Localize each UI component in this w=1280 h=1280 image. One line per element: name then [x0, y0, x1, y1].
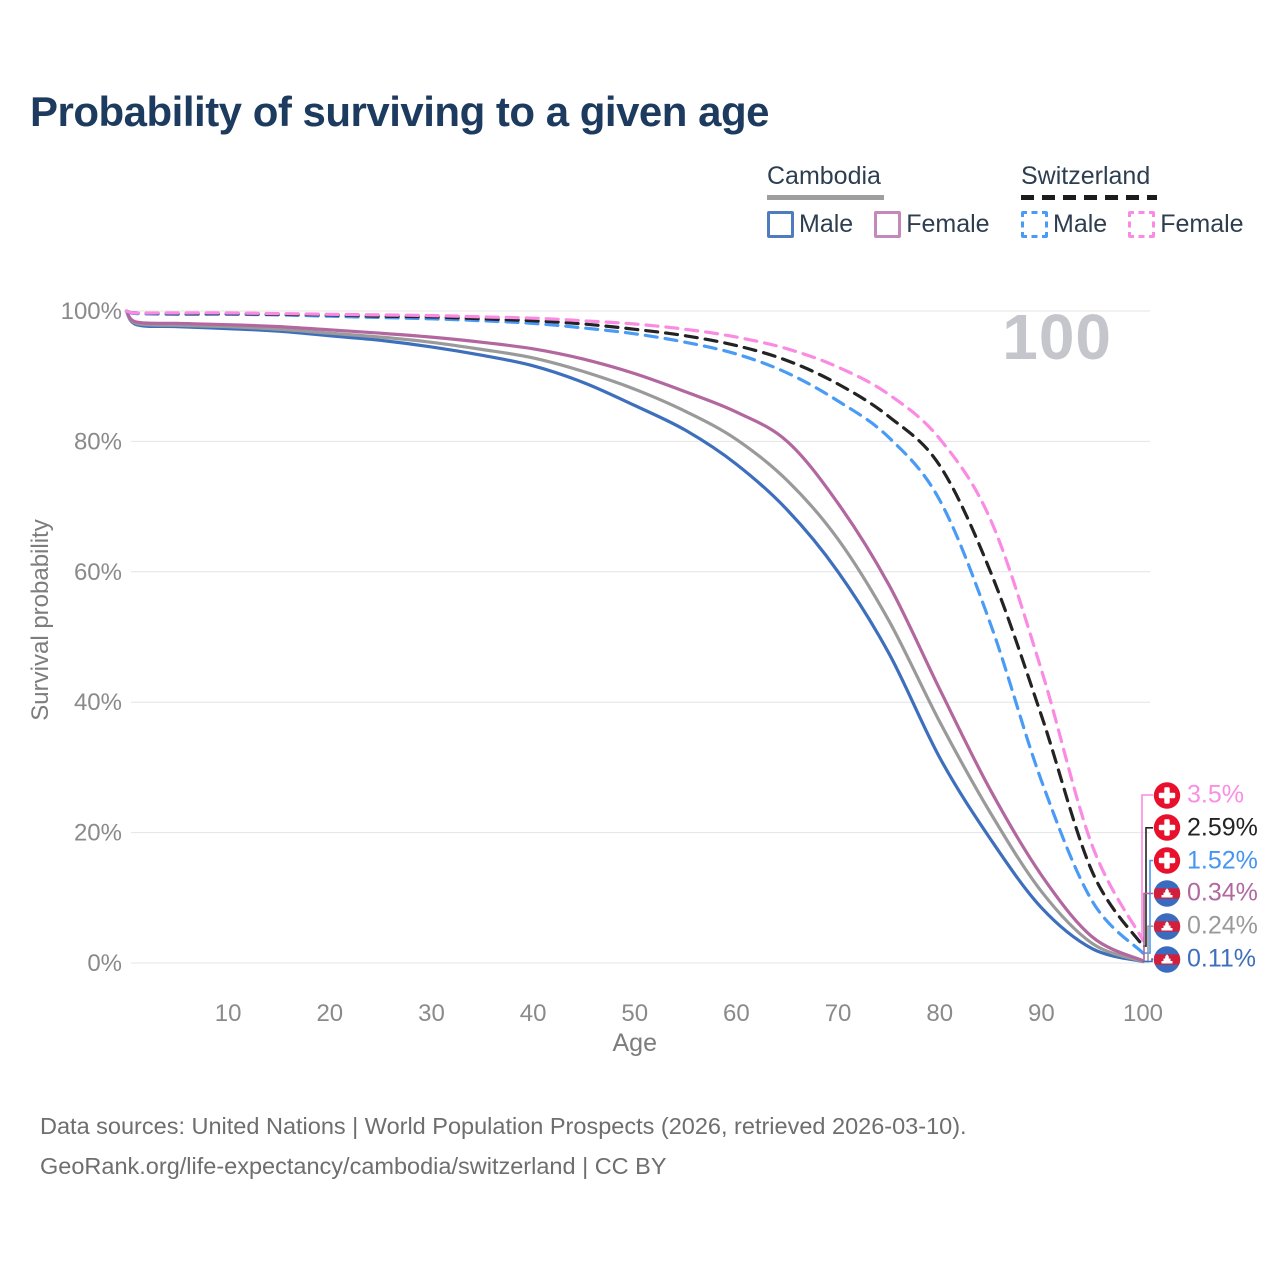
svg-text:100: 100 [1123, 1000, 1163, 1027]
legend-label: Male [799, 210, 854, 238]
cambodia-flag-icon [1153, 880, 1181, 907]
series-line-switzerland-female [124, 309, 1145, 942]
svg-text:60: 60 [723, 1000, 750, 1027]
svg-text:80: 80 [926, 1000, 953, 1027]
legend-swatch-solid-male-icon [767, 211, 794, 238]
svg-text:50: 50 [621, 1000, 648, 1027]
switzerland-flag-icon [1153, 847, 1181, 874]
legend-swatch-dashed-female-icon [1128, 211, 1156, 238]
legend-label: Female [906, 210, 990, 238]
end-label-switzerland-female: 3.5% [1153, 781, 1244, 810]
end-label-cambodia-female: 0.34% [1153, 879, 1258, 908]
legend-item-cambodia-male[interactable]: Male [767, 210, 853, 239]
series-line-switzerland-male [124, 309, 1145, 955]
legend-swatch-solid-female-icon [874, 211, 902, 238]
svg-text:10: 10 [215, 1000, 242, 1027]
svg-text:70: 70 [825, 1000, 852, 1027]
legend-title-switzerland: Switzerland [1021, 162, 1151, 190]
cambodia-flag-icon [1153, 945, 1181, 973]
end-label-value: 0.11% [1187, 944, 1257, 973]
end-label-value: 0.34% [1187, 878, 1258, 907]
series-line-cambodia-female [124, 309, 1145, 963]
end-label-cambodia-male: 0.11% [1153, 945, 1256, 974]
svg-text:Age: Age [613, 1029, 657, 1057]
end-label-switzerland: 2.59% [1153, 813, 1258, 842]
svg-text:40: 40 [520, 1000, 547, 1027]
svg-text:20%: 20% [74, 820, 122, 847]
switzerland-flag-icon [1153, 814, 1181, 841]
svg-text:60%: 60% [74, 559, 122, 586]
legend-swatch-dashed-male-icon [1021, 211, 1048, 238]
footer: Data sources: United Nations | World Pop… [40, 1106, 967, 1186]
switzerland-flag-icon [1153, 781, 1181, 809]
legend-title-cambodia: Cambodia [767, 162, 881, 190]
legend-item-switzerland-male[interactable]: Male [1021, 210, 1107, 239]
svg-text:0%: 0% [87, 950, 122, 977]
end-label-cambodia: 0.24% [1153, 912, 1258, 941]
legend-item-cambodia-female[interactable]: Female [874, 210, 990, 239]
svg-text:30: 30 [418, 1000, 445, 1027]
attribution-link[interactable]: GeoRank.org/life-expectancy/cambodia/swi… [40, 1153, 667, 1179]
legend-line-sample-dashed [1021, 195, 1157, 200]
end-label-value: 0.24% [1187, 911, 1258, 940]
legend-group-cambodia: Cambodia Male Female [767, 162, 990, 239]
end-label-value: 2.59% [1187, 813, 1258, 842]
svg-text:40%: 40% [74, 689, 122, 716]
age-watermark: 100 [1002, 301, 1112, 373]
end-label-value: 3.5% [1187, 780, 1244, 809]
svg-text:100%: 100% [61, 298, 122, 325]
svg-text:Survival probability: Survival probability [27, 519, 54, 720]
legend-label: Female [1160, 210, 1244, 238]
svg-text:20: 20 [316, 1000, 343, 1027]
cambodia-flag-icon [1153, 912, 1181, 940]
svg-text:90: 90 [1028, 1000, 1055, 1027]
series-line-cambodia [124, 309, 1145, 963]
end-label-value: 1.52% [1187, 846, 1258, 875]
svg-text:80%: 80% [74, 428, 122, 455]
legend-item-switzerland-female[interactable]: Female [1128, 210, 1244, 239]
series-line-cambodia-male [124, 309, 1145, 964]
legend-group-switzerland: Switzerland Male Female [1021, 162, 1244, 239]
legend-label: Male [1053, 210, 1108, 238]
data-source-note: Data sources: United Nations | World Pop… [40, 1113, 967, 1139]
page-title: Probability of surviving to a given age [30, 88, 769, 135]
end-label-switzerland-male: 1.52% [1153, 846, 1258, 875]
legend-line-sample-solid [767, 195, 884, 200]
